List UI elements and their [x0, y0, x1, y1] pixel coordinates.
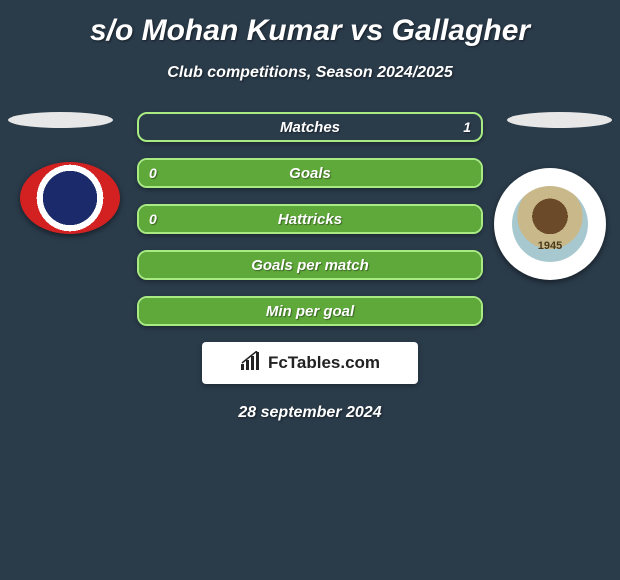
- stat-bar-goals: Goals 0: [137, 158, 483, 188]
- club-crest-right: 1945: [494, 168, 606, 280]
- club-crest-left: [20, 162, 120, 234]
- player-silhouette-right: [507, 112, 612, 128]
- page-subtitle: Club competitions, Season 2024/2025: [0, 48, 620, 82]
- chart-icon: [240, 351, 262, 376]
- stat-label: Hattricks: [139, 206, 481, 232]
- stat-bar-goals-per-match: Goals per match: [137, 250, 483, 280]
- stat-bar-min-per-goal: Min per goal: [137, 296, 483, 326]
- stat-label: Matches: [139, 114, 481, 140]
- stat-bars: Matches 1 Goals 0 Hattricks 0 Goals per …: [137, 112, 483, 326]
- stat-label: Goals: [139, 160, 481, 186]
- comparison-stage: 1945 Matches 1 Goals 0 Hattricks 0 Goals…: [0, 112, 620, 422]
- stat-bar-hattricks: Hattricks 0: [137, 204, 483, 234]
- watermark: FcTables.com: [202, 342, 418, 384]
- stat-value-left: 0: [149, 206, 157, 232]
- page-title: s/o Mohan Kumar vs Gallagher: [0, 0, 620, 48]
- stat-value-left: 0: [149, 160, 157, 186]
- club-crest-right-year: 1945: [512, 240, 588, 252]
- footer-date: 28 september 2024: [0, 404, 620, 422]
- stat-value-right: 1: [463, 114, 471, 140]
- player-silhouette-left: [8, 112, 113, 128]
- stat-label: Min per goal: [139, 298, 481, 324]
- watermark-label: FcTables.com: [268, 353, 380, 373]
- club-crest-right-inner: 1945: [512, 186, 588, 262]
- stat-bar-matches: Matches 1: [137, 112, 483, 142]
- stat-label: Goals per match: [139, 252, 481, 278]
